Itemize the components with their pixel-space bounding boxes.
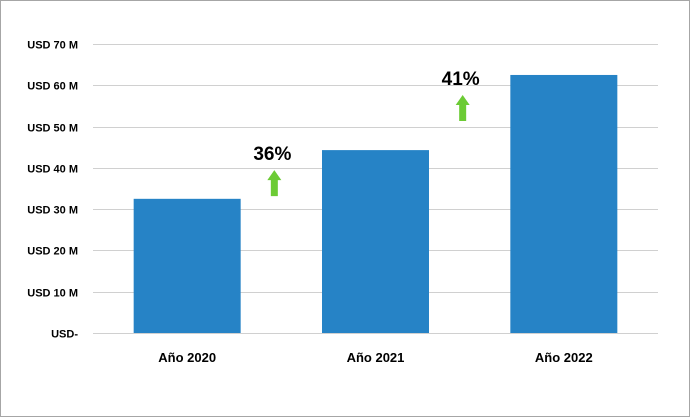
x-category-label: Año 2021 bbox=[347, 350, 405, 365]
y-tick-label: USD- bbox=[51, 329, 78, 341]
y-tick-label: USD 70 M bbox=[27, 40, 78, 52]
y-tick-label: USD 40 M bbox=[27, 164, 78, 176]
bars bbox=[133, 74, 618, 333]
x-category-label: Año 2020 bbox=[158, 350, 216, 365]
growth-percentage-label: 41% bbox=[442, 69, 480, 90]
x-category-label: Año 2022 bbox=[535, 350, 593, 365]
y-tick-label: USD 20 M bbox=[27, 246, 78, 258]
bar bbox=[322, 150, 429, 333]
up-arrow-icon bbox=[267, 170, 282, 197]
growth-percentage-label: 36% bbox=[253, 144, 291, 165]
y-tick-label: USD 10 M bbox=[27, 288, 78, 300]
growth-annotations: 36% 41% bbox=[253, 69, 480, 197]
up-arrow-icon bbox=[455, 94, 470, 121]
bar bbox=[133, 198, 241, 333]
x-axis-labels: Año 2020 Año 2021 Año 2022 bbox=[158, 350, 592, 365]
y-tick-label: USD 50 M bbox=[27, 123, 78, 135]
y-axis-ticks: USD- USD 10 M USD 20 M USD 30 M USD 40 M USD … bbox=[27, 40, 78, 341]
y-tick-label: USD 30 M bbox=[27, 205, 78, 217]
bar bbox=[510, 74, 618, 333]
y-tick-label: USD 60 M bbox=[27, 81, 78, 93]
